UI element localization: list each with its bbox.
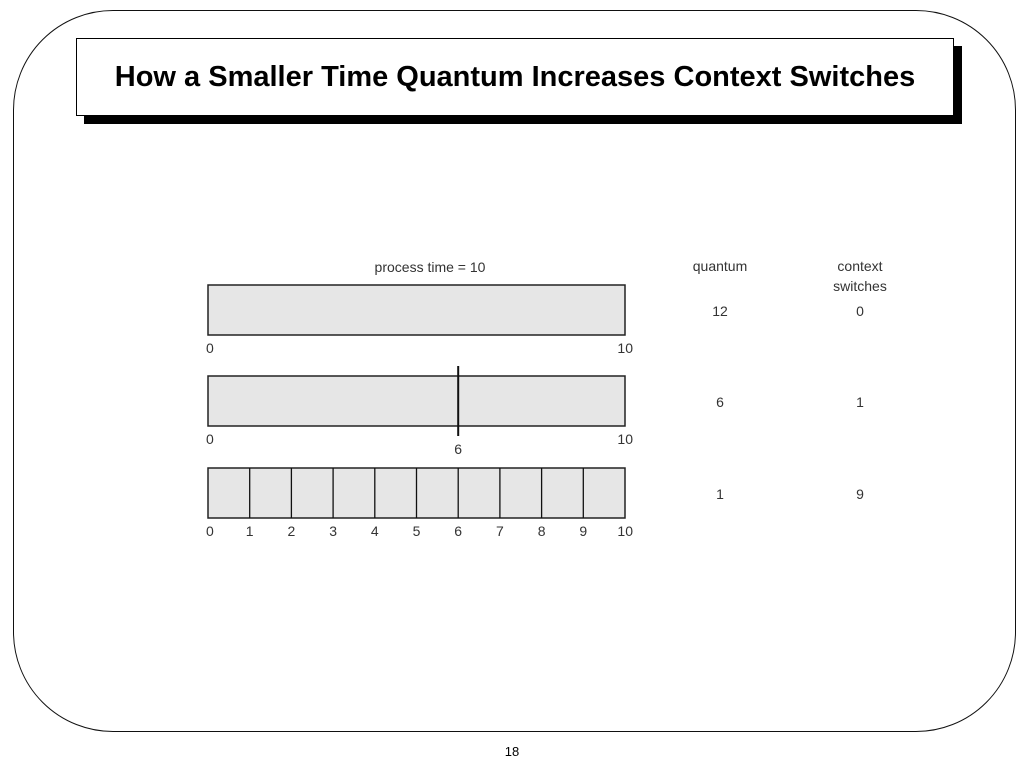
- quantum-value: 1: [716, 486, 724, 502]
- tick-label: 0: [206, 523, 214, 539]
- tick-label: 7: [496, 523, 504, 539]
- process-time-bar: [207, 284, 626, 336]
- process-time-label: process time = 10: [375, 259, 486, 275]
- tick-label: 10: [617, 431, 633, 447]
- tick-label: 0: [206, 431, 214, 447]
- tick-label: 10: [617, 523, 633, 539]
- tick-label: 8: [538, 523, 546, 539]
- tick-label: 3: [329, 523, 337, 539]
- tick-label: 5: [413, 523, 421, 539]
- context-switches-header-line1: context: [837, 258, 882, 274]
- context-switches-value: 9: [856, 486, 864, 502]
- tick-label: 6: [454, 441, 462, 457]
- tick-label: 9: [579, 523, 587, 539]
- slide-title: How a Smaller Time Quantum Increases Con…: [114, 60, 916, 93]
- process-time-bar: [207, 375, 626, 427]
- context-switches-value: 1: [856, 394, 864, 410]
- tick-label: 0: [206, 340, 214, 356]
- title-box: How a Smaller Time Quantum Increases Con…: [76, 38, 954, 116]
- tick-label: 6: [454, 523, 462, 539]
- tick-label: 1: [246, 523, 254, 539]
- quantum-column-header: quantum: [693, 258, 747, 274]
- tick-label: 10: [617, 340, 633, 356]
- tick-label: 2: [288, 523, 296, 539]
- context-switches-value: 0: [856, 303, 864, 319]
- page-number: 18: [504, 744, 520, 759]
- slide-frame: [13, 10, 1016, 732]
- tick-label: 4: [371, 523, 379, 539]
- quantum-value: 12: [712, 303, 728, 319]
- context-switches-header-line2: switches: [833, 278, 887, 294]
- quantum-value: 6: [716, 394, 724, 410]
